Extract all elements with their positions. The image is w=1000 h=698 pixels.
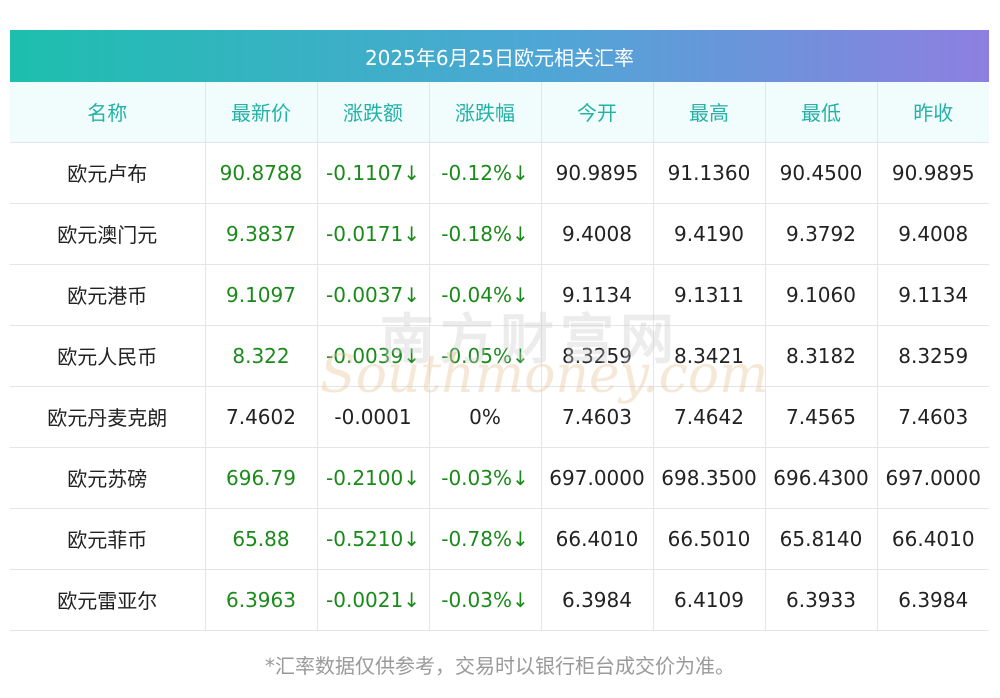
cell-low: 696.4300: [765, 447, 878, 508]
table-header-row: 名称 最新价 涨跌额 涨跌幅 今开 最高 最低 昨收: [10, 82, 989, 142]
cell-low: 7.4565: [765, 386, 878, 447]
cell-latest: 9.3837: [205, 203, 318, 264]
cell-high: 66.5010: [653, 508, 766, 569]
table-row: 欧元苏磅 696.79 -0.2100↓ -0.03%↓ 697.0000 69…: [10, 447, 989, 508]
cell-name: 欧元菲币: [10, 508, 206, 569]
cell-change: -0.0021↓: [317, 569, 430, 630]
cell-name: 欧元卢布: [10, 142, 206, 203]
cell-latest: 696.79: [205, 447, 318, 508]
cell-prev-close: 66.4010: [891, 526, 975, 551]
cell-latest: 8.322: [205, 325, 318, 386]
cell-low: 6.3933: [765, 569, 878, 630]
cell-prev-close: 90.9895: [891, 160, 975, 185]
cell-high: 698.3500: [653, 447, 766, 508]
table-row: 欧元菲币 65.88 -0.5210↓ -0.78%↓ 66.4010 66.5…: [10, 508, 989, 569]
cell-change: -0.0037↓: [317, 264, 430, 325]
cell-open: 9.4008: [541, 203, 654, 264]
cell-change-pct: -0.04%↓: [429, 264, 542, 325]
cell-change: -0.2100↓: [317, 447, 430, 508]
cell-latest: 9.1097: [205, 264, 318, 325]
cell-high: 8.3421: [653, 325, 766, 386]
table-row: 欧元港币 9.1097 -0.0037↓ -0.04%↓ 9.1134 9.13…: [10, 264, 989, 325]
cell-change-pct: -0.03%↓: [429, 569, 542, 630]
cell-name: 欧元苏磅: [10, 447, 206, 508]
cell-change-pct: -0.78%↓: [429, 508, 542, 569]
column-header-change-pct: 涨跌幅: [429, 82, 542, 142]
cell-latest: 6.3963: [205, 569, 318, 630]
cell-prev-close: 7.4603: [898, 404, 969, 429]
cell-change-pct: -0.18%↓: [429, 203, 542, 264]
cell-low: 65.8140: [765, 508, 878, 569]
disclaimer-footnote: *汇率数据仅供参考，交易时以银行柜台成交价为准。: [265, 654, 735, 678]
cell-low: 9.3792: [765, 203, 878, 264]
cell-open: 90.9895: [541, 142, 654, 203]
cell-change: -0.1107↓: [317, 142, 430, 203]
cell-low: 90.4500: [765, 142, 878, 203]
cell-prev-close: 6.3984: [898, 587, 969, 612]
table-row: 欧元澳门元 9.3837 -0.0171↓ -0.18%↓ 9.4008 9.4…: [10, 203, 989, 264]
cell-prev-close: 8.3259: [898, 343, 969, 368]
cell-latest: 7.4602: [205, 386, 318, 447]
cell-open: 8.3259: [541, 325, 654, 386]
cell-open: 7.4603: [541, 386, 654, 447]
cell-high: 91.1360: [653, 142, 766, 203]
cell-change-pct: 0%: [429, 386, 542, 447]
cell-low: 9.1060: [765, 264, 878, 325]
cell-high: 7.4642: [653, 386, 766, 447]
cell-change: -0.0039↓: [317, 325, 430, 386]
exchange-rate-table: 名称 最新价 涨跌额 涨跌幅 今开 最高 最低 昨收 欧元卢布 90.8788 …: [10, 82, 989, 631]
cell-high: 9.4190: [653, 203, 766, 264]
cell-prev-close: 9.1134: [898, 282, 969, 307]
column-header-open: 今开: [541, 82, 654, 142]
table-row: 欧元雷亚尔 6.3963 -0.0021↓ -0.03%↓ 6.3984 6.4…: [10, 569, 989, 630]
cell-latest: 65.88: [205, 508, 318, 569]
column-header-change: 涨跌额: [317, 82, 430, 142]
column-header-high: 最高: [653, 82, 766, 142]
cell-name: 欧元人民币: [10, 325, 206, 386]
column-header-name: 名称: [10, 82, 206, 142]
cell-change-pct: -0.05%↓: [429, 325, 542, 386]
column-header-latest: 最新价: [205, 82, 318, 142]
cell-open: 66.4010: [541, 508, 654, 569]
cell-name: 欧元雷亚尔: [10, 569, 206, 630]
cell-name: 欧元澳门元: [10, 203, 206, 264]
cell-open: 6.3984: [541, 569, 654, 630]
table-row: 欧元人民币 8.322 -0.0039↓ -0.05%↓ 8.3259 8.34…: [10, 325, 989, 386]
cell-high: 6.4109: [653, 569, 766, 630]
cell-prev-close: 9.4008: [898, 221, 969, 246]
column-header-prev-close: 昨收: [913, 101, 954, 126]
cell-change-pct: -0.03%↓: [429, 447, 542, 508]
cell-open: 697.0000: [541, 447, 654, 508]
cell-prev-close: 697.0000: [885, 465, 981, 490]
cell-name: 欧元丹麦克朗: [10, 386, 206, 447]
cell-change: -0.0001: [317, 386, 430, 447]
cell-change: -0.0171↓: [317, 203, 430, 264]
cell-high: 9.1311: [653, 264, 766, 325]
cell-open: 9.1134: [541, 264, 654, 325]
cell-change: -0.5210↓: [317, 508, 430, 569]
page-title: 2025年6月25日欧元相关汇率: [10, 30, 989, 82]
cell-name: 欧元港币: [10, 264, 206, 325]
table-row: 欧元丹麦克朗 7.4602 -0.0001 0% 7.4603 7.4642 7…: [10, 386, 989, 447]
cell-change-pct: -0.12%↓: [429, 142, 542, 203]
table-row: 欧元卢布 90.8788 -0.1107↓ -0.12%↓ 90.9895 91…: [10, 142, 989, 203]
column-header-low: 最低: [765, 82, 878, 142]
cell-latest: 90.8788: [205, 142, 318, 203]
cell-low: 8.3182: [765, 325, 878, 386]
